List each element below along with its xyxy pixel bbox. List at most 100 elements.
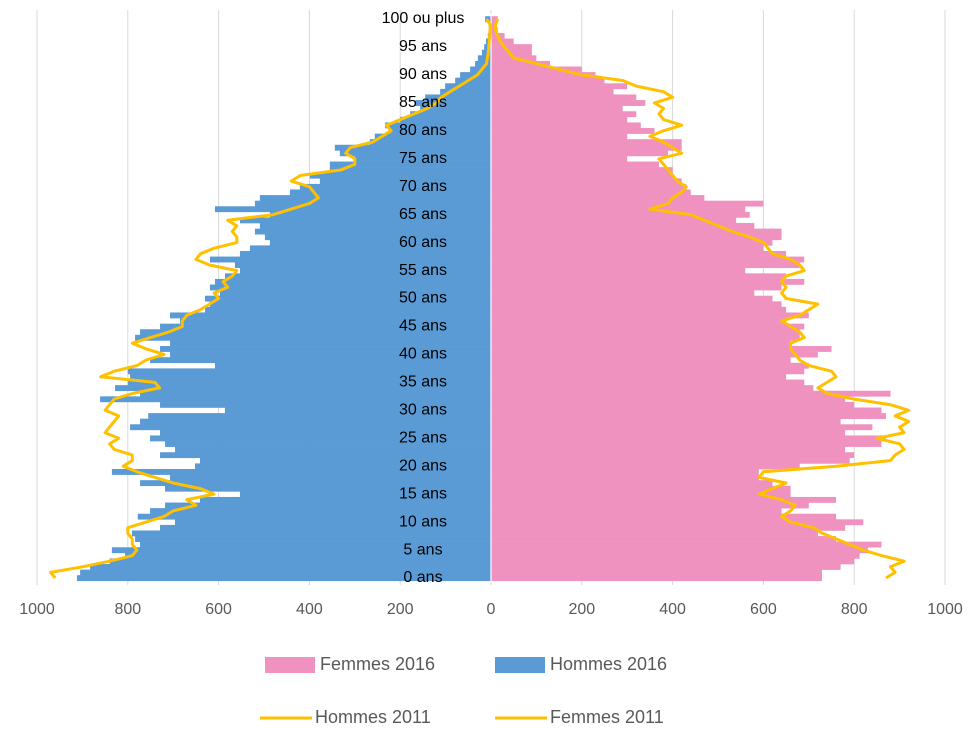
bar (491, 239, 773, 246)
bar (259, 223, 491, 229)
bar (127, 379, 492, 386)
bar (491, 217, 737, 224)
bar (491, 49, 532, 56)
bar (491, 373, 787, 380)
bar (491, 223, 755, 229)
bar (100, 396, 491, 403)
bar (160, 346, 491, 352)
x-tick-label: 600 (750, 601, 777, 618)
y-tick-label: 0 ans (403, 569, 442, 586)
y-tick-label: 15 ans (399, 485, 447, 502)
bar (269, 239, 491, 246)
x-tick-label: 800 (114, 601, 141, 618)
bar (175, 519, 492, 526)
bar (491, 116, 628, 123)
bar (491, 77, 605, 84)
bar (204, 295, 492, 302)
bar (491, 88, 614, 95)
x-tick-label: 400 (659, 601, 686, 618)
bar (491, 167, 673, 174)
bar (491, 16, 498, 23)
bar (491, 485, 791, 492)
bar (150, 508, 491, 515)
line (494, 18, 911, 580)
bar (420, 105, 491, 112)
bar (491, 139, 682, 146)
bar (491, 60, 551, 67)
bar (385, 122, 491, 129)
bar (491, 340, 791, 347)
bar (249, 245, 491, 252)
bar (491, 128, 655, 134)
bar (491, 407, 882, 414)
bar (491, 564, 841, 570)
bars (76, 16, 891, 582)
bar (90, 564, 492, 570)
bar (491, 351, 818, 358)
bar (491, 385, 814, 392)
bar (140, 541, 492, 548)
bar (491, 457, 850, 464)
bar (259, 195, 491, 201)
bar (319, 178, 491, 185)
bar (130, 373, 491, 380)
bar (148, 413, 492, 419)
bar (491, 133, 628, 140)
bar (160, 429, 491, 436)
bar (491, 558, 855, 565)
bar (491, 245, 764, 252)
x-tick-label: 1000 (19, 601, 55, 618)
bar (491, 228, 782, 235)
bar (170, 340, 491, 347)
bar (491, 312, 809, 319)
bar (165, 441, 491, 447)
bar (491, 273, 787, 280)
bar (135, 536, 491, 542)
bar (491, 575, 822, 582)
bar (491, 502, 809, 509)
bar (491, 524, 846, 531)
y-tick-label: 50 ans (399, 290, 447, 307)
bar (491, 401, 855, 408)
x-tick-label: 400 (296, 601, 323, 618)
bar (491, 183, 687, 190)
bar (160, 452, 491, 459)
bar (239, 267, 491, 274)
bar (491, 200, 764, 207)
bar (209, 284, 491, 291)
bar (150, 357, 491, 364)
legend-swatch (495, 657, 545, 673)
bar (199, 496, 491, 503)
bar (491, 262, 800, 269)
bar (491, 491, 791, 498)
bar (491, 323, 805, 330)
bar (491, 569, 822, 576)
bar (491, 301, 782, 308)
bar (440, 88, 491, 95)
bar (115, 385, 491, 392)
bar (491, 396, 846, 403)
x-tick-label: 800 (841, 601, 868, 618)
bar (170, 351, 491, 358)
bar (491, 94, 637, 101)
bar (354, 155, 491, 162)
bar (491, 189, 691, 196)
bar (329, 161, 491, 168)
bar (160, 401, 491, 408)
bar (374, 133, 491, 140)
bar (135, 334, 491, 341)
bar (491, 178, 682, 185)
bar (400, 116, 491, 123)
bar (140, 418, 492, 425)
bar (127, 368, 492, 375)
bar (491, 446, 846, 453)
bar (140, 329, 492, 336)
bar (491, 21, 496, 28)
y-tick-label: 90 ans (399, 66, 447, 83)
bar (455, 77, 491, 84)
bar (491, 290, 755, 297)
bar (491, 508, 782, 515)
bar (140, 390, 492, 397)
bar (264, 234, 491, 241)
